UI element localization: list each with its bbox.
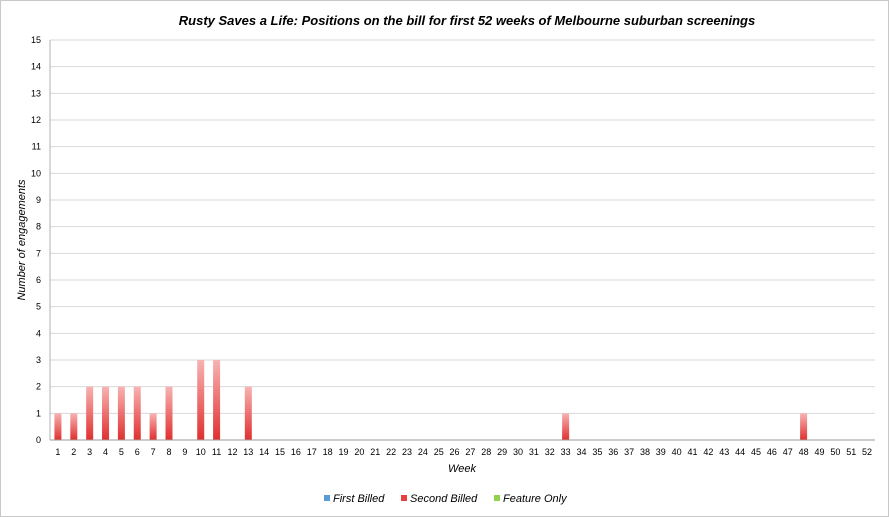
x-tick-label: 27 bbox=[465, 447, 475, 457]
x-tick-label: 16 bbox=[291, 447, 301, 457]
y-axis-title: Number of engagements bbox=[16, 179, 28, 301]
x-tick-label: 29 bbox=[497, 447, 507, 457]
x-tick-label: 15 bbox=[275, 447, 285, 457]
x-tick-label: 42 bbox=[703, 447, 713, 457]
x-tick-label: 7 bbox=[151, 447, 156, 457]
y-tick-label: 4 bbox=[36, 328, 41, 338]
x-tick-label: 1 bbox=[55, 447, 60, 457]
bar-second-billed bbox=[800, 413, 808, 440]
legend-swatch-second-billed bbox=[401, 495, 407, 501]
x-tick-label: 6 bbox=[135, 447, 140, 457]
y-tick-label: 15 bbox=[31, 35, 41, 45]
bar-second-billed bbox=[149, 413, 157, 440]
bar-second-billed bbox=[54, 413, 62, 440]
x-tick-labels: 1 2 3 4 5 6 7 8 9 10 11 12 13 14 15 16 17 18 19 20 21 22 23 24 2… bbox=[55, 447, 872, 457]
y-tick-label: 7 bbox=[36, 248, 41, 258]
x-tick-label: 48 bbox=[799, 447, 809, 457]
x-tick-label: 51 bbox=[846, 447, 856, 457]
bar-second-billed bbox=[562, 413, 570, 440]
y-tick-label: 3 bbox=[36, 355, 41, 365]
x-tick-label: 21 bbox=[370, 447, 380, 457]
bar-second-billed bbox=[213, 360, 221, 440]
x-tick-label: 43 bbox=[719, 447, 729, 457]
chart-title: Rusty Saves a Life: Positions on the bil… bbox=[179, 13, 755, 28]
x-tick-label: 46 bbox=[767, 447, 777, 457]
x-tick-label: 8 bbox=[166, 447, 171, 457]
x-tick-label: 37 bbox=[624, 447, 634, 457]
x-tick-label: 5 bbox=[119, 447, 124, 457]
y-tick-label: 11 bbox=[32, 142, 41, 152]
x-tick-label: 30 bbox=[513, 447, 523, 457]
legend: First Billed Second Billed Feature Only bbox=[324, 493, 568, 505]
x-tick-label: 40 bbox=[672, 447, 682, 457]
bar-second-billed bbox=[102, 386, 110, 440]
x-tick-label: 20 bbox=[354, 447, 364, 457]
x-tick-label: 41 bbox=[688, 447, 698, 457]
x-tick-label: 10 bbox=[196, 447, 206, 457]
y-tick-label: 12 bbox=[31, 115, 41, 125]
x-tick-label: 35 bbox=[592, 447, 602, 457]
x-tick-label: 32 bbox=[545, 447, 555, 457]
legend-swatch-first-billed bbox=[324, 495, 330, 501]
bar-second-billed bbox=[70, 413, 78, 440]
x-tick-label: 33 bbox=[561, 447, 571, 457]
x-tick-label: 34 bbox=[576, 447, 586, 457]
x-tick-label: 17 bbox=[307, 447, 317, 457]
x-tick-label: 19 bbox=[339, 447, 349, 457]
bar-second-billed bbox=[165, 386, 173, 440]
y-tick-label: 0 bbox=[36, 435, 41, 445]
x-axis-title: Week bbox=[448, 463, 476, 475]
y-tick-label: 2 bbox=[36, 382, 41, 392]
x-tick-label: 36 bbox=[608, 447, 618, 457]
x-tick-label: 52 bbox=[862, 447, 872, 457]
bar-second-billed bbox=[244, 386, 252, 440]
bar-second-billed bbox=[133, 386, 141, 440]
legend-label-second-billed: Second Billed bbox=[410, 493, 478, 505]
x-tick-label: 50 bbox=[830, 447, 840, 457]
y-tick-label: 1 bbox=[36, 408, 41, 418]
x-tick-label: 2 bbox=[71, 447, 76, 457]
x-tick-label: 26 bbox=[450, 447, 460, 457]
y-tick-label: 6 bbox=[36, 275, 41, 285]
legend-swatch-feature-only bbox=[494, 495, 500, 501]
bar-second-billed bbox=[197, 360, 205, 440]
x-tick-label: 12 bbox=[227, 447, 237, 457]
y-tick-label: 5 bbox=[36, 302, 41, 312]
x-tick-label: 23 bbox=[402, 447, 412, 457]
x-tick-label: 9 bbox=[182, 447, 187, 457]
x-tick-label: 39 bbox=[656, 447, 666, 457]
gridlines bbox=[50, 39, 875, 414]
x-tick-label: 18 bbox=[323, 447, 333, 457]
x-tick-label: 38 bbox=[640, 447, 650, 457]
x-tick-label: 24 bbox=[418, 447, 428, 457]
x-tick-label: 49 bbox=[814, 447, 824, 457]
y-tick-label: 9 bbox=[36, 195, 41, 205]
x-tick-label: 14 bbox=[259, 447, 269, 457]
x-tick-label: 31 bbox=[529, 447, 539, 457]
y-tick-label: 14 bbox=[31, 62, 41, 72]
x-tick-label: 45 bbox=[751, 447, 761, 457]
y-tick-label: 13 bbox=[31, 88, 41, 98]
bar-second-billed bbox=[117, 386, 125, 440]
bars bbox=[54, 360, 808, 440]
x-tick-label: 28 bbox=[481, 447, 491, 457]
x-tick-label: 22 bbox=[386, 447, 396, 457]
bar-second-billed bbox=[86, 386, 94, 440]
x-tick-label: 25 bbox=[434, 447, 444, 457]
x-tick-label: 11 bbox=[212, 447, 221, 457]
y-tick-label: 10 bbox=[31, 168, 41, 178]
x-tick-label: 3 bbox=[87, 447, 92, 457]
x-tick-label: 44 bbox=[735, 447, 745, 457]
legend-label-first-billed: First Billed bbox=[333, 493, 385, 505]
y-tick-label: 8 bbox=[36, 222, 41, 232]
x-tick-label: 13 bbox=[243, 447, 253, 457]
legend-label-feature-only: Feature Only bbox=[503, 493, 568, 505]
x-tick-label: 4 bbox=[103, 447, 108, 457]
x-tick-label: 47 bbox=[783, 447, 793, 457]
